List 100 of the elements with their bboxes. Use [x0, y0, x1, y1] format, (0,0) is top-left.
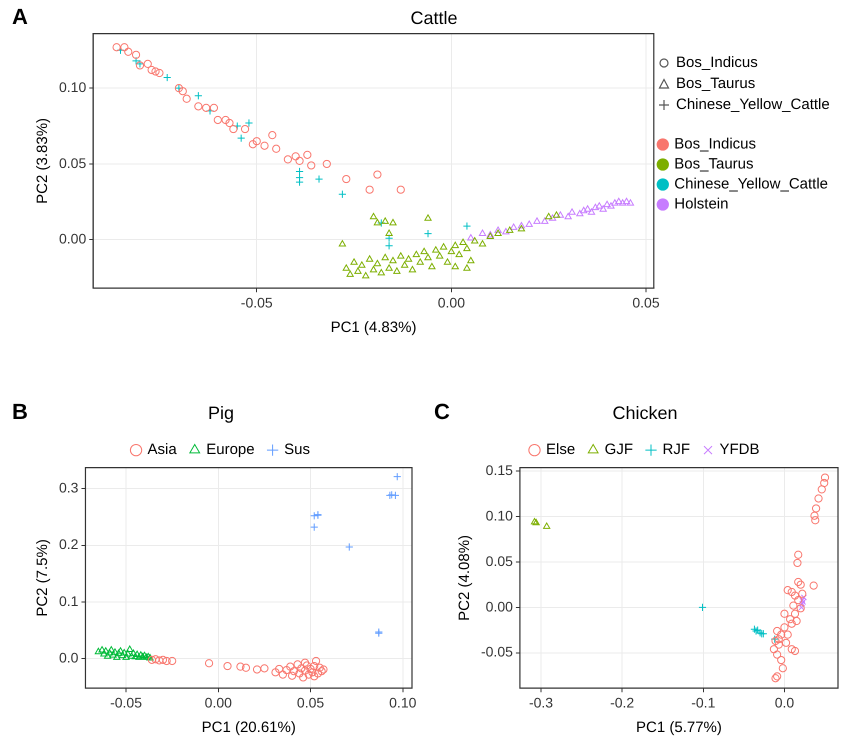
point: [794, 596, 802, 604]
point: [236, 662, 245, 671]
point: [244, 118, 254, 128]
point: [615, 198, 622, 204]
point: [820, 473, 830, 482]
point: [603, 200, 611, 208]
x-tick-label: 0.10: [389, 694, 417, 710]
y-tick-label: 0.00: [486, 598, 514, 614]
point: [778, 664, 787, 672]
point: [295, 167, 304, 176]
point: [126, 646, 134, 652]
point: [299, 673, 308, 682]
y-tick-label: 0.2: [58, 536, 79, 552]
point: [98, 646, 106, 653]
point: [142, 653, 150, 660]
legend-label: Europe: [206, 441, 255, 458]
point: [310, 523, 318, 532]
point: [113, 653, 120, 660]
point: [162, 656, 171, 666]
x-tick-label: 0.00: [438, 294, 466, 310]
point: [134, 650, 141, 658]
point: [139, 652, 146, 660]
point: [564, 212, 572, 220]
y-axis-title: PC2 (4.08%): [456, 534, 474, 621]
y-tick-label: 0.3: [58, 479, 79, 496]
legend-label: YFDB: [720, 441, 760, 458]
point: [304, 670, 313, 679]
point: [144, 652, 152, 660]
legend-label: Bos_Indicus: [674, 136, 756, 153]
point: [271, 668, 280, 676]
point: [777, 656, 786, 664]
point: [307, 161, 316, 170]
point: [526, 220, 533, 227]
point: [155, 68, 164, 78]
point: [548, 214, 556, 221]
point: [502, 228, 510, 234]
point: [373, 170, 382, 179]
point: [252, 137, 261, 146]
point: [576, 210, 584, 216]
point: [132, 56, 140, 65]
point: [148, 656, 156, 664]
point: [345, 542, 354, 552]
point: [377, 218, 386, 228]
point: [374, 218, 382, 226]
point: [790, 646, 800, 656]
point: [102, 647, 110, 654]
point: [780, 623, 789, 632]
point: [358, 261, 366, 268]
point: [773, 672, 782, 680]
chart-title: Cattle: [410, 8, 458, 28]
point: [448, 248, 455, 254]
point: [310, 662, 318, 670]
point: [789, 601, 798, 610]
point: [818, 485, 826, 494]
point: [370, 266, 378, 272]
point: [135, 653, 143, 660]
point: [506, 226, 514, 233]
point: [151, 67, 160, 76]
x-axis-title: PC1 (5.77%): [636, 719, 722, 736]
point: [346, 270, 354, 277]
point: [278, 670, 287, 679]
point: [240, 124, 250, 134]
point: [155, 656, 164, 665]
legend-label: Bos_Taurus: [674, 156, 754, 173]
point: [607, 202, 615, 209]
point: [532, 518, 540, 526]
point: [350, 258, 358, 265]
point: [452, 242, 459, 248]
point: [158, 656, 168, 664]
point: [796, 580, 805, 589]
point: [290, 667, 298, 676]
point: [556, 211, 564, 218]
point: [288, 672, 296, 680]
x-tick-label: 0.05: [632, 294, 660, 310]
legend-label: Holstein: [674, 196, 728, 213]
point: [302, 661, 311, 670]
point: [478, 230, 486, 236]
point: [611, 199, 618, 206]
y-tick-label: 0.05: [486, 552, 514, 569]
point: [110, 651, 117, 658]
point: [229, 124, 238, 134]
point: [518, 224, 526, 232]
point: [773, 626, 782, 636]
point: [194, 92, 202, 100]
text: B: [12, 399, 28, 425]
point: [436, 252, 444, 259]
point: [378, 268, 385, 276]
point: [308, 668, 316, 676]
point: [463, 264, 471, 271]
point: [342, 264, 350, 271]
chart-title: Chicken: [612, 402, 678, 423]
point: [108, 646, 115, 653]
text: Bos_Taurus: [676, 75, 756, 92]
point: [178, 87, 187, 96]
point: [794, 578, 802, 586]
point: [163, 73, 172, 82]
point: [94, 648, 102, 654]
point: [698, 603, 707, 612]
point: [811, 516, 820, 524]
point: [397, 252, 404, 259]
